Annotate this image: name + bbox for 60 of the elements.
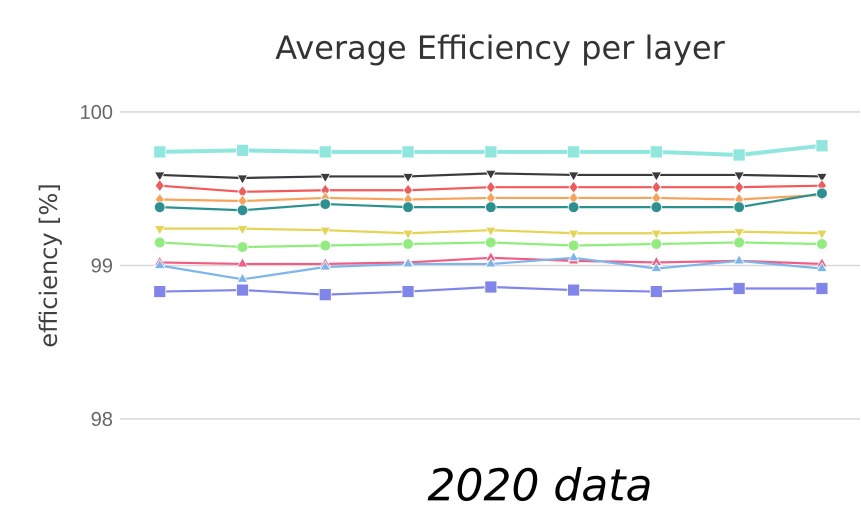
point — [568, 180, 579, 194]
point — [732, 148, 746, 162]
point — [733, 201, 745, 213]
point — [236, 204, 248, 216]
point — [485, 236, 497, 248]
point — [236, 144, 249, 157]
point — [153, 285, 166, 298]
point — [816, 262, 828, 272]
point — [154, 179, 165, 192]
point — [732, 282, 746, 295]
point — [567, 284, 580, 296]
point — [485, 201, 497, 213]
chart-title: Average Efficiency per layer — [276, 34, 725, 66]
point — [484, 280, 498, 294]
point — [484, 145, 498, 158]
point — [402, 201, 414, 213]
point — [402, 238, 414, 250]
point — [320, 260, 331, 270]
point — [236, 241, 248, 253]
point — [154, 259, 166, 269]
y-tick-label: 98 — [92, 412, 112, 426]
y-tick-label: 99 — [92, 258, 112, 273]
point — [568, 240, 580, 252]
y-tick-label: 100 — [81, 104, 112, 120]
point — [733, 236, 745, 248]
point — [236, 284, 249, 296]
point — [318, 145, 332, 158]
point — [734, 180, 744, 194]
point — [734, 172, 745, 182]
point — [816, 139, 828, 152]
point — [568, 201, 580, 213]
point — [153, 145, 166, 158]
point — [320, 173, 331, 183]
point — [236, 272, 248, 283]
point — [650, 285, 663, 298]
point — [650, 172, 662, 182]
point — [650, 238, 662, 250]
point — [816, 238, 828, 250]
point — [485, 170, 496, 180]
point — [650, 262, 662, 272]
point — [650, 145, 663, 158]
text: 2020 data — [428, 466, 650, 502]
point — [154, 236, 166, 248]
point — [567, 145, 580, 158]
point — [319, 198, 332, 210]
point — [236, 258, 248, 268]
point — [568, 172, 580, 182]
point — [154, 201, 166, 213]
point — [485, 258, 496, 268]
point — [651, 180, 662, 194]
point — [650, 201, 662, 213]
point — [236, 174, 248, 184]
y-axis-title: efficiency [%] — [38, 185, 62, 346]
point — [319, 240, 332, 252]
point — [816, 282, 828, 295]
point — [402, 285, 414, 298]
point — [402, 145, 414, 158]
point — [402, 173, 414, 183]
point — [318, 288, 332, 302]
point — [486, 180, 496, 194]
